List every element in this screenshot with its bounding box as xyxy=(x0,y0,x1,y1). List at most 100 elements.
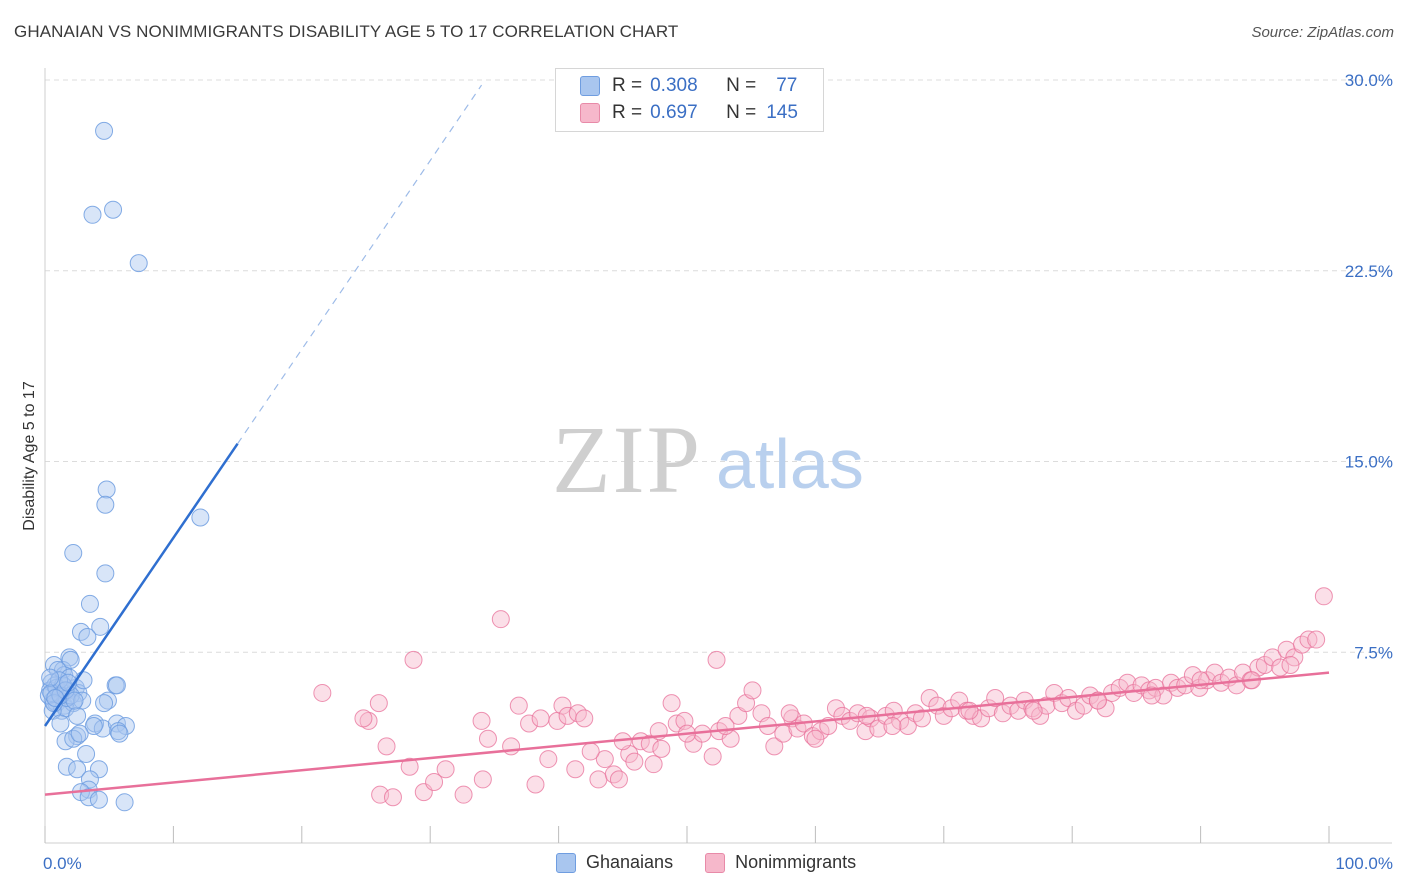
nonimmigrants-point xyxy=(581,742,600,761)
ghanaians-point xyxy=(77,744,96,763)
nonimmigrants-point xyxy=(425,772,444,791)
nonimmigrants-point xyxy=(640,734,659,753)
nonimmigrants-point xyxy=(604,765,623,784)
legend-row-ghanaians: R = 0.308 N = 77 xyxy=(580,73,797,99)
ghanaians-point xyxy=(95,121,114,140)
nonimmigrants-point xyxy=(472,711,491,730)
nonimmigrants-point xyxy=(1205,663,1224,682)
ghanaians-point xyxy=(110,724,129,743)
ghanaians-point xyxy=(83,205,102,224)
nonimmigrants-point xyxy=(652,739,671,758)
ghanaians-point xyxy=(89,790,108,809)
legend-r-label: R = xyxy=(612,102,643,123)
nonimmigrants-point xyxy=(1255,655,1274,674)
trend-lines xyxy=(43,84,1330,796)
ghanaians-points xyxy=(39,121,210,812)
ghanaians-point xyxy=(51,714,70,733)
bottom-legend-swatch-ghanaians xyxy=(556,852,576,873)
nonimmigrants-point xyxy=(313,683,332,702)
nonimmigrants-point xyxy=(986,689,1005,708)
tick-labels: 7.5% 15.0% 22.5% 30.0% 0.0% 100.0% xyxy=(43,71,1393,873)
nonimmigrants-point xyxy=(912,709,931,728)
ghanaians-point xyxy=(191,508,210,527)
nonimmigrants-point xyxy=(920,689,939,708)
nonimmigrants-point xyxy=(436,760,455,779)
ghanaians-point xyxy=(129,254,148,273)
nonimmigrants-point xyxy=(1142,686,1161,705)
x-tick-label: 100.0% xyxy=(1335,854,1393,873)
nonimmigrants-point xyxy=(662,694,681,713)
ghanaians-point xyxy=(80,594,99,613)
nonimmigrants-point xyxy=(707,650,726,669)
ghanaians-point xyxy=(65,691,84,710)
nonimmigrants-point xyxy=(491,610,510,629)
ghanaians-point xyxy=(64,544,83,563)
nonimmigrants-point xyxy=(883,717,902,736)
legend-n-label: N = xyxy=(726,102,757,123)
nonimmigrants-point xyxy=(526,775,545,794)
y-axis-label: Disability Age 5 to 17 xyxy=(21,381,38,531)
ghanaians-point xyxy=(104,200,123,219)
nonimmigrants-point xyxy=(1096,699,1115,718)
nonimmigrants-point xyxy=(1281,655,1300,674)
nonimmigrants-point xyxy=(566,760,585,779)
nonimmigrants-point xyxy=(509,696,528,715)
nonimmigrants-point xyxy=(806,729,825,748)
grid xyxy=(45,79,1392,653)
bottom-legend-label-ghanaians: Ghanaians xyxy=(586,852,674,872)
legend-r-value: 0.308 xyxy=(650,75,698,96)
ghanaians-point xyxy=(79,788,98,807)
ghanaians-point xyxy=(91,617,110,636)
ghanaians-point xyxy=(57,757,76,776)
ghanaians-point xyxy=(73,691,92,710)
nonimmigrants-point xyxy=(1314,587,1333,606)
nonimmigrants-point xyxy=(826,699,845,718)
nonimmigrants-point xyxy=(531,709,550,728)
nonimmigrants-point xyxy=(644,755,663,774)
nonimmigrants-point xyxy=(359,711,378,730)
watermark-zip: ZIP xyxy=(552,406,702,513)
legend-r-label: R = xyxy=(612,75,643,96)
legend-swatch-nonimmigrants xyxy=(580,103,600,123)
nonimmigrants-point xyxy=(595,750,614,769)
ghanaians-point xyxy=(84,717,103,736)
nonimmigrants-point xyxy=(502,737,521,756)
ghanaians-trend-line xyxy=(43,442,239,727)
nonimmigrants-point xyxy=(743,681,762,700)
ghanaians-trend-extension xyxy=(237,84,483,445)
ghanaians-point xyxy=(95,694,114,713)
ghanaians-point xyxy=(96,564,115,583)
ghanaians-point xyxy=(107,676,126,695)
legend: R = 0.308 N = 77 R = 0.697 N = 145 xyxy=(555,68,824,132)
nonimmigrants-point xyxy=(625,752,644,771)
watermark: ZIP atlas xyxy=(552,406,864,513)
nonimmigrants-point xyxy=(354,709,373,728)
nonimmigrants-point xyxy=(684,734,703,753)
ghanaians-point xyxy=(68,760,87,779)
ghanaians-point xyxy=(41,668,60,687)
ghanaians-point xyxy=(97,480,116,499)
watermark-atlas: atlas xyxy=(716,425,864,503)
nonimmigrants-point xyxy=(520,714,539,733)
ghanaians-point xyxy=(96,495,115,514)
nonimmigrants-trend-line xyxy=(44,671,1330,796)
nonimmigrants-point xyxy=(478,729,497,748)
nonimmigrants-point xyxy=(539,750,558,769)
y-tick-label: 30.0% xyxy=(1345,71,1393,90)
legend-n-value: 145 xyxy=(766,102,798,123)
nonimmigrants-point xyxy=(575,709,594,728)
nonimmigrants-point xyxy=(780,704,799,723)
nonimmigrants-point xyxy=(703,747,722,766)
y-tick-label: 7.5% xyxy=(1354,643,1393,662)
ghanaians-point xyxy=(68,706,87,725)
nonimmigrants-point xyxy=(1088,691,1107,710)
nonimmigrants-point xyxy=(609,770,628,789)
nonimmigrants-point xyxy=(473,770,492,789)
bottom-legend-label-nonimmigrants: Nonimmigrants xyxy=(735,852,857,872)
nonimmigrants-point xyxy=(1024,701,1043,720)
legend-row-nonimmigrants: R = 0.697 N = 145 xyxy=(580,100,798,126)
nonimmigrants-point xyxy=(369,694,388,713)
nonimmigrants-point xyxy=(1307,630,1326,649)
nonimmigrants-point xyxy=(404,650,423,669)
legend-n-value: 77 xyxy=(776,75,798,96)
